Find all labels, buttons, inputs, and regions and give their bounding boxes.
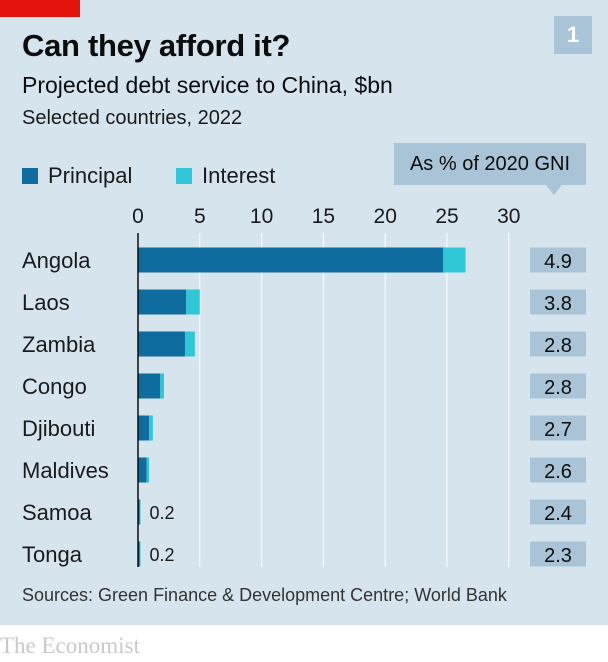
- bar-principal: [138, 541, 140, 567]
- bar-principal: [138, 331, 185, 357]
- gni-value: 3.8: [544, 293, 572, 315]
- legend-swatch-principal: [22, 168, 38, 184]
- gni-value: 2.6: [544, 461, 572, 483]
- category-label: Maldives: [22, 458, 109, 483]
- legend-swatch-interest: [176, 168, 192, 184]
- bar-principal: [138, 457, 147, 483]
- bar-principal: [138, 289, 187, 315]
- category-label: Angola: [22, 248, 91, 273]
- bar-interest: [184, 331, 195, 357]
- x-tick-label: 0: [132, 205, 144, 228]
- gni-value: 2.7: [544, 419, 572, 441]
- gni-value-box: [530, 541, 586, 567]
- chart-subsubtitle: Selected countries, 2022: [22, 107, 243, 129]
- gni-value-box: [530, 289, 586, 315]
- x-tick-label: 5: [194, 205, 206, 228]
- category-label: Zambia: [22, 332, 96, 357]
- chart-title: Can they afford it?: [22, 28, 291, 63]
- chart-number-badge: 1: [554, 16, 592, 54]
- bar-interest: [186, 289, 200, 315]
- gni-value: 2.8: [544, 377, 572, 399]
- legend-label-interest: Interest: [202, 163, 276, 188]
- bar-principal: [138, 247, 444, 273]
- brand-red-tag: [0, 0, 80, 17]
- x-tick-label: 15: [312, 205, 335, 228]
- bar-interest: [139, 541, 141, 567]
- bar-interest: [146, 457, 150, 483]
- category-label: Djibouti: [22, 416, 95, 441]
- chart-panel: [0, 0, 608, 625]
- x-tick-label: 10: [250, 205, 273, 228]
- gni-value: 2.8: [544, 335, 572, 357]
- bar-principal: [138, 415, 150, 441]
- x-tick-label: 30: [497, 205, 520, 228]
- gni-value-box: [530, 499, 586, 525]
- legend-label-principal: Principal: [48, 163, 133, 188]
- gni-value-box: [530, 247, 586, 273]
- category-label: Samoa: [22, 500, 92, 525]
- brand-wordmark: The Economist: [0, 633, 140, 658]
- bar-principal: [138, 373, 161, 399]
- gni-value-box: [530, 457, 586, 483]
- gni-header-pointer: [546, 185, 562, 195]
- bar-chart: 0 5 10 15 20 25 30 Angola 4.9 Laos 3.8 Zambia 2.8 Con…: [22, 205, 586, 567]
- gni-value: 4.9: [544, 251, 572, 273]
- bar-principal: [138, 499, 140, 525]
- gni-value: 2.3: [544, 545, 572, 567]
- chart-subtitle: Projected debt service to China, $bn: [22, 72, 393, 98]
- source-note: Sources: Green Finance & Development Cen…: [22, 585, 507, 605]
- category-label: Congo: [22, 374, 87, 399]
- bar-data-label: 0.2: [149, 545, 174, 565]
- category-label: Tonga: [22, 542, 83, 567]
- gni-value-box: [530, 331, 586, 357]
- x-tick-label: 20: [374, 205, 397, 228]
- bar-interest: [160, 373, 164, 399]
- gni-value: 2.4: [544, 503, 572, 525]
- bar-interest: [139, 499, 141, 525]
- bar-data-label: 0.2: [149, 503, 174, 523]
- gni-column-header: As % of 2020 GNI: [394, 143, 586, 185]
- bar-interest: [443, 247, 466, 273]
- x-tick-label: 25: [435, 205, 458, 228]
- gni-value-box: [530, 373, 586, 399]
- category-label: Laos: [22, 290, 70, 315]
- gni-value-box: [530, 415, 586, 441]
- bar-interest: [149, 415, 153, 441]
